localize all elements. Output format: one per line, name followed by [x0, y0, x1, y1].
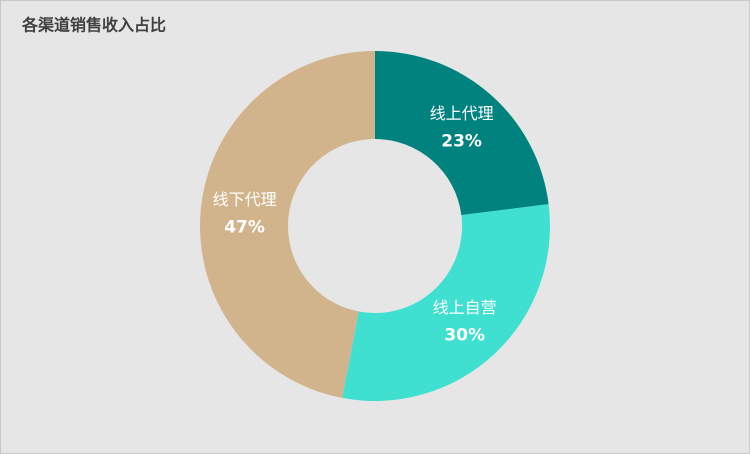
donut-slice	[342, 204, 550, 401]
donut-slice	[200, 51, 375, 398]
slice-label: 线上自营	[433, 298, 497, 317]
chart-title: 各渠道销售收入占比	[21, 16, 166, 35]
slice-label: 线下代理	[213, 190, 277, 209]
slice-label: 线上代理	[430, 104, 494, 123]
value-label: 30%	[444, 325, 485, 345]
donut-slice	[375, 51, 549, 216]
value-label: 23%	[441, 132, 482, 152]
value-label: 47%	[224, 218, 265, 238]
